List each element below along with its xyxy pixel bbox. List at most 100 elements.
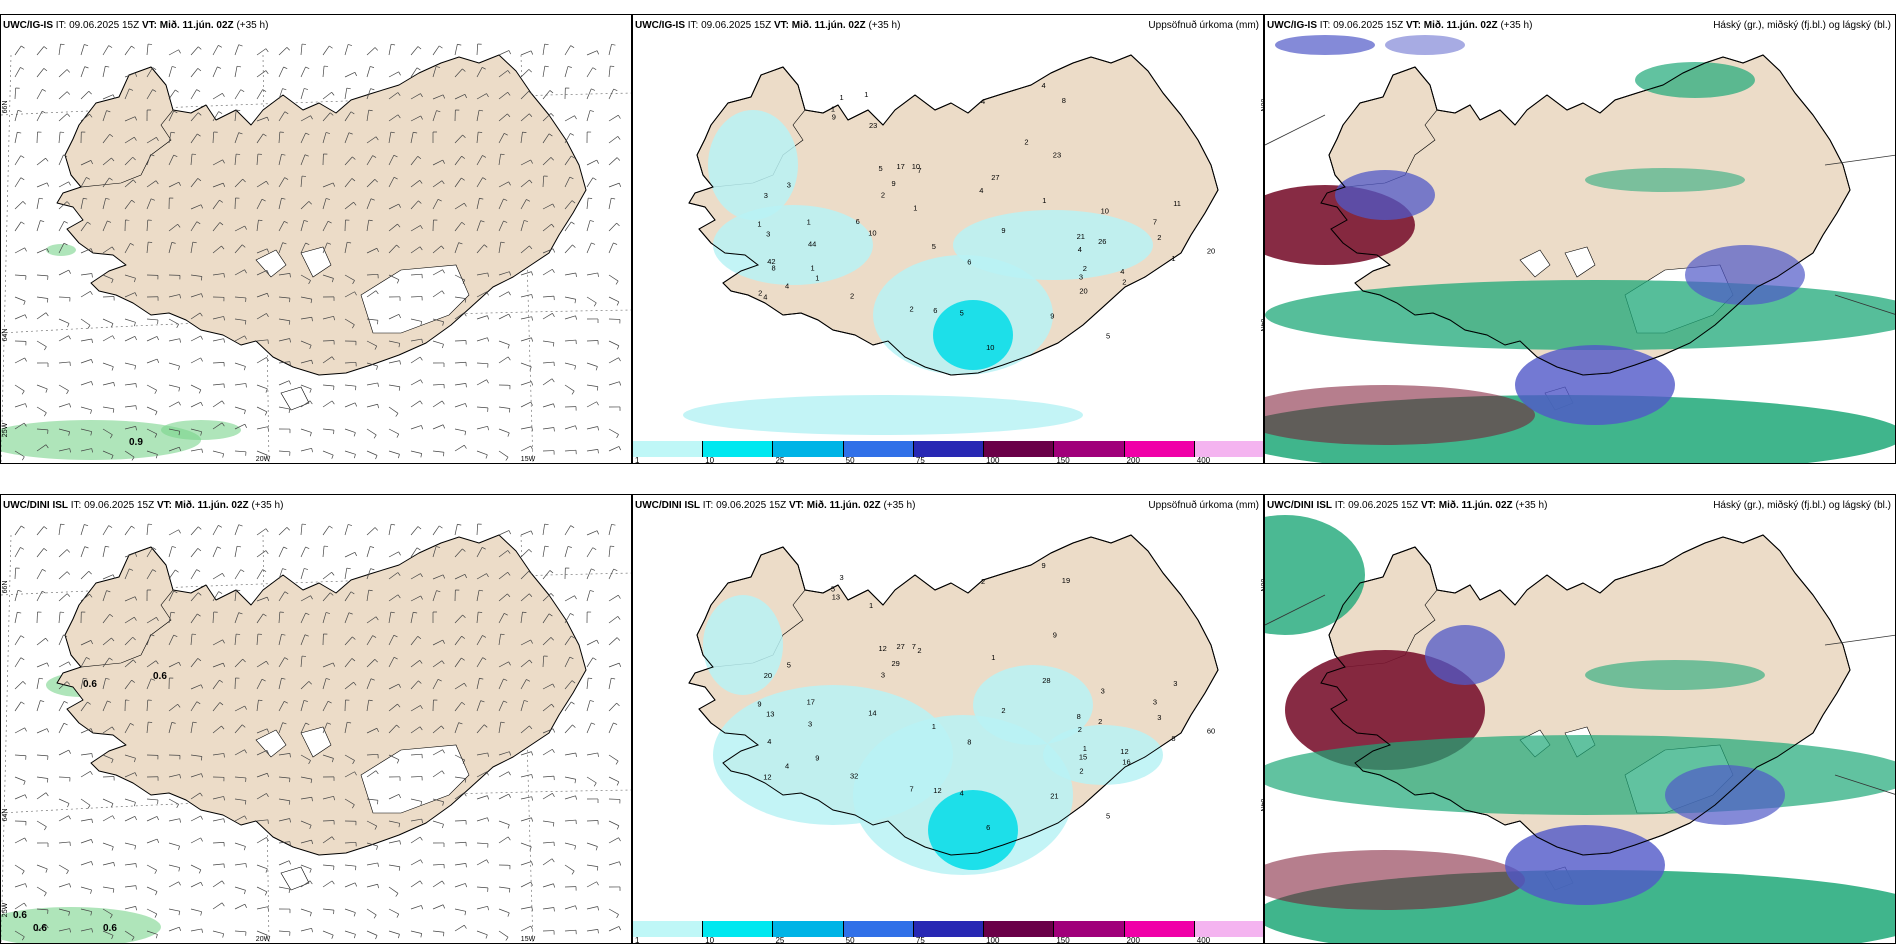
colorbar-tick: 25 [775,936,785,944]
colorbar-tick: 50 [845,456,855,464]
precip-value: 12 [933,786,941,795]
precip-value: 2 [1079,766,1083,775]
axis-label: 66N [2,581,9,594]
colorbar-tick: 75 [915,936,925,944]
precip-value: 1 [869,601,873,610]
precip-value: 13 [766,710,774,719]
precip-value: 6 [933,306,937,315]
precip-value: 1 [864,90,868,99]
wind-value-label: 0.6 [33,923,47,934]
colorbar-tick: 25 [775,456,785,464]
colorbar-tick: 1 [635,456,640,464]
wind-speed-shading [1,244,241,460]
precip-value: 3 [881,670,885,679]
wind-barbs [14,523,622,941]
precip-value: 26 [1098,237,1106,246]
colorbar-tick: 400 [1196,456,1211,464]
axis-label: 25W [2,422,9,437]
precip-value: 4 [767,737,771,746]
precip-value: 14 [868,709,876,718]
precip-value: 3 [766,230,770,239]
precip-value: 9 [1053,631,1057,640]
colorbar-swatch [913,441,985,457]
wind-value-label: 0.6 [153,671,167,682]
axis-label: 64N [2,329,9,342]
precip-value: 1 [831,104,835,113]
colorbar-swatch [773,441,844,457]
precip-value: 5 [1106,331,1110,340]
axis-label: 20W [256,936,271,943]
axis-label: 15W [521,456,536,463]
precip-value: 19 [1062,576,1070,585]
precip-value: 4 [785,282,789,291]
precip-value: 1 [807,217,811,226]
precip-value: 5 [1106,811,1110,820]
precip-value: 1 [757,220,761,229]
cloud-layers [1265,35,1895,463]
cloud-map [1265,35,1895,463]
precip-value: 1 [991,653,995,662]
wind-barbs [14,43,622,461]
panel-title: UWC/IG-IS IT: 09.06.2025 15Z VT: Mið. 11… [1267,20,1533,31]
precip-value: 10 [1101,207,1109,216]
precip-value: 20 [1207,246,1215,255]
precip-value: 2 [910,305,914,314]
precip-value: 2 [1001,706,1005,715]
colorbar-tick: 400 [1196,936,1211,944]
precip-value: 42 [767,257,775,266]
precip-value: 8 [967,737,971,746]
colorbar-swatch [703,441,774,457]
precip-value: 1 [815,274,819,283]
axis-label: 15W [521,936,536,943]
precip-value: 2 [758,288,762,297]
precip-value: 32 [850,772,858,781]
precip-value: 1 [1042,196,1046,205]
colorbar-tick: 100 [986,456,1000,464]
precip-value: 20 [764,671,772,680]
precip-value: 8 [1077,712,1081,721]
wind-map: 66N 64N 25W 20W 15W 0.6 0.6 0.6 0.6 0.6 [1,523,631,943]
colorbar-tick: 50 [845,936,855,944]
precip-value: 1 [913,203,917,212]
wind-value-label: 0.6 [13,910,27,921]
colorbar-tick: 10 [705,936,715,944]
colorbar-tick: 200 [1126,456,1140,464]
precip-value: 3 [808,719,812,728]
precip-value: 17 [897,162,905,171]
colorbar-swatch [1124,441,1195,457]
precip-value: 10 [912,162,920,171]
precip-value: 2 [1078,725,1082,734]
precip-value: 4 [981,97,985,106]
precip-value: 13 [832,593,840,602]
precip-value: 23 [1053,151,1061,160]
precip-value: 11 [1173,199,1181,208]
precip-value: 5 [787,660,791,669]
precip-shading [683,110,1153,435]
precip-value: 3 [764,191,768,200]
cloud-map [1265,515,1895,943]
precip-value: 9 [757,700,761,709]
precip-value: 2 [1083,264,1087,273]
colorbar-swatch [633,441,704,457]
precip-value: 3 [1153,697,1157,706]
colorbar-swatch [703,921,774,937]
precip-values: 2332512191297382793895113133621291431615… [757,561,1215,832]
wind-map: 66N 64N 25W 20W 15W 0.9 [1,43,631,463]
precip-value: 7 [1153,217,1157,226]
precip-value: 3 [1157,713,1161,722]
map-panel-precip-dini: 66N 64N 2 3 3 2 5 12 19 12 9 7 3 8 2 7 9 3 8 9 5 1 13 13 3 6 21 29 1… [632,494,1264,944]
axis-label: 66N [1259,99,1264,112]
precip-value: 4 [785,762,789,771]
precip-value: 27 [991,173,999,182]
precip-value: 1 [1171,254,1175,263]
precip-value: 27 [897,642,905,651]
map-panel-precip-igis: 66N 64N 4 2 1 7 5 4 8 5 1 2 11 6 9 10 1 2 1 4 1 2 3 9 10 10 9 9 10 7 2… [632,14,1264,464]
precip-value: 1 [932,722,936,731]
precip-value: 8 [772,264,776,273]
axis-label: 66N [2,101,9,114]
panel-title: UWC/DINI ISL IT: 09.06.2025 15Z VT: Mið.… [1267,500,1548,511]
precip-values: 4217548512116910121412391010991072315464… [757,81,1215,352]
precip-value: 5 [960,309,964,318]
precip-value: 12 [1120,747,1128,756]
precip-value: 4 [960,789,964,798]
